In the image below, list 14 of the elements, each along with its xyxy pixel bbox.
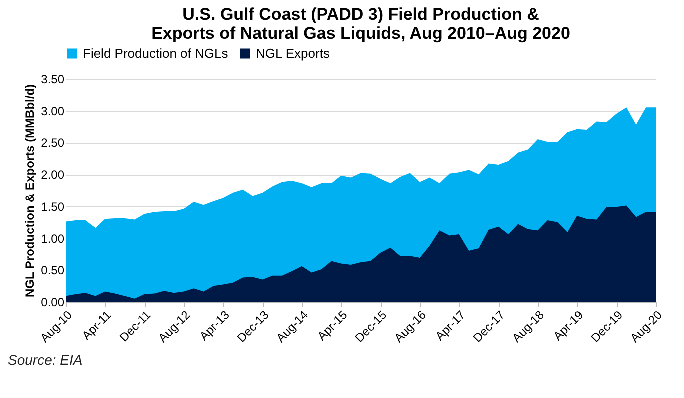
y-tick-label: 2.00 bbox=[41, 168, 65, 182]
text: U.S. Gulf Coast (PADD 3) Field Production & bbox=[182, 5, 540, 24]
y-tick-label: 0.00 bbox=[41, 296, 65, 310]
legend-label: NGL Exports bbox=[256, 46, 330, 61]
y-tick-label: 1.50 bbox=[41, 200, 65, 214]
source-note: Source: EIA bbox=[8, 352, 83, 368]
legend-label: Field Production of NGLs bbox=[83, 46, 229, 61]
text: Exports of Natural Gas Liquids, Aug 2010–Aug 2020 bbox=[152, 24, 570, 43]
y-tick-label: 3.00 bbox=[41, 104, 65, 118]
y-axis-title: NGL Production & Exports (MMBbl/d) bbox=[23, 84, 38, 298]
y-tick-label: 3.50 bbox=[41, 72, 65, 86]
y-tick-label: 2.50 bbox=[41, 136, 65, 150]
y-tick-label: 1.00 bbox=[41, 232, 65, 246]
y-tick-label: 0.50 bbox=[41, 264, 65, 278]
